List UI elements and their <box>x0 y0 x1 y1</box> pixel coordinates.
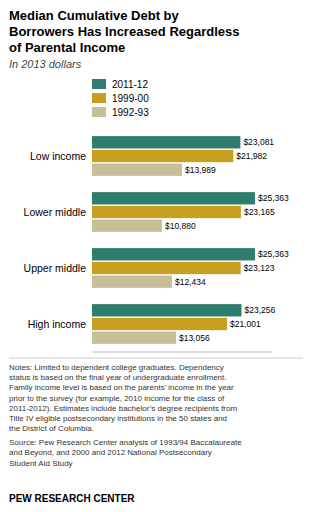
legend-label: 1999-00 <box>112 93 149 104</box>
bar <box>92 150 233 162</box>
separator <box>9 358 303 359</box>
text-line: prior to the survey (for example, 2010 i… <box>9 394 225 403</box>
data-label: $23,256 <box>245 305 276 315</box>
bars <box>92 136 255 344</box>
text-line: In 2013 dollars <box>9 58 82 70</box>
data-label: $21,001 <box>230 319 261 329</box>
legend-label: 2011-12 <box>112 79 148 90</box>
bar <box>92 248 255 260</box>
title: Median Cumulative Debt byBorrowers Has I… <box>9 8 240 55</box>
data-label: $12,434 <box>175 277 206 287</box>
bar <box>92 164 182 176</box>
legend: 2011-12 1999-00 1992-93 <box>92 79 149 118</box>
data-label: $25,363 <box>258 249 289 259</box>
data-label: $23,081 <box>243 137 274 147</box>
annotation: PEW RESEARCH CENTER <box>9 493 135 504</box>
category-label: Lower middle <box>24 206 87 218</box>
text-line: of Parental Income <box>9 40 125 55</box>
text-line: and Beyond, and 2000 and 2012 National P… <box>9 448 212 457</box>
bar <box>92 192 255 204</box>
bar <box>92 276 172 288</box>
annotation: Source: Pew Research Center analysis of … <box>9 438 242 467</box>
data-label: $21,982 <box>236 151 267 161</box>
bar <box>92 262 241 274</box>
bar <box>92 332 176 344</box>
chart: Median Cumulative Debt byBorrowers Has I… <box>0 0 312 512</box>
text-line: Median Cumulative Debt by <box>9 8 180 23</box>
x-axis-line <box>92 352 272 353</box>
text-line: PEW RESEARCH CENTER <box>9 493 135 504</box>
text-line: Notes: Limited to dependent college grad… <box>9 363 224 372</box>
data-label: $13,989 <box>185 165 216 175</box>
bar <box>92 136 240 148</box>
data-label: $25,363 <box>258 193 289 203</box>
category-label: High income <box>28 318 87 330</box>
annotation: Notes: Limited to dependent college grad… <box>9 363 237 433</box>
data-label: $13,056 <box>179 333 210 343</box>
data-label: $10,880 <box>165 221 196 231</box>
text-line: the District of Columbia. <box>9 424 94 433</box>
subtitle: In 2013 dollars <box>9 58 82 70</box>
text-line: Student Aid Study <box>9 459 73 468</box>
legend-swatch <box>92 79 106 89</box>
labels: Low income $23,081 $21,982 $13,989 Lower mid… <box>24 137 289 342</box>
legend-swatch <box>92 93 106 103</box>
category-label: Low income <box>30 150 86 162</box>
text-line: Borrowers Has Increased Regardless <box>9 24 240 39</box>
legend-label: 1992-93 <box>112 107 149 118</box>
legend-swatch <box>92 107 106 117</box>
text-line: 2011-2012). Estimates include bachelor’s… <box>9 404 237 413</box>
bar <box>92 318 227 330</box>
data-label: $23,123 <box>244 263 275 273</box>
category-label: Upper middle <box>24 262 87 274</box>
text-line: Source: Pew Research Center analysis of … <box>9 438 242 447</box>
text-line: Title IV eligible postsecondary institut… <box>9 414 227 423</box>
bar <box>92 220 162 232</box>
bar <box>92 206 241 218</box>
bar <box>92 304 242 316</box>
text-line: status is based on the final year of und… <box>9 373 226 382</box>
text-line: Family income level is based on the pare… <box>9 383 234 392</box>
data-label: $23,165 <box>244 207 275 217</box>
background <box>0 0 312 512</box>
